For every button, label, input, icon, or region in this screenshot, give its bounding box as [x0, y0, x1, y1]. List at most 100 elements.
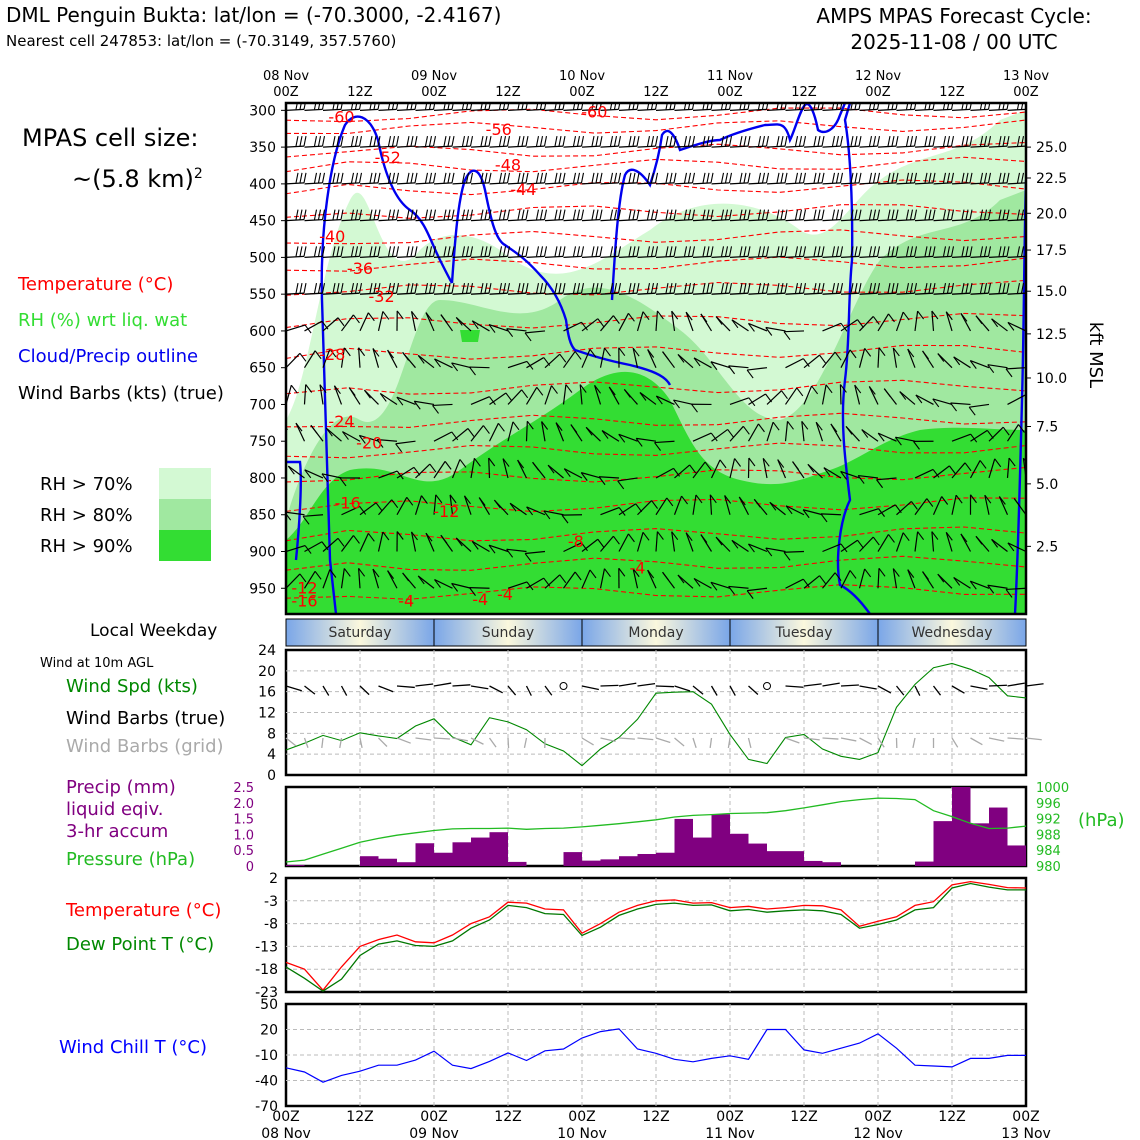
wind-barb-feather — [428, 209, 433, 220]
wind-barb-shaft — [785, 182, 804, 185]
wind-barb-shaft — [647, 349, 657, 368]
wind-barb-shaft — [951, 433, 971, 442]
wind-barb-feather — [895, 136, 899, 147]
wind10-barbs-true-label: Wind Barbs (true) — [66, 708, 226, 729]
wind-barb-shaft — [286, 292, 305, 295]
wind-barb-shaft — [914, 468, 934, 479]
isotherm-line — [286, 204, 1026, 219]
windchill-series-label: Wind Chill T (°C) — [59, 1037, 207, 1058]
wind-barb-feather — [599, 283, 603, 294]
temperature-line — [285, 880, 1027, 992]
wind-barb-feather — [591, 283, 595, 294]
wind-barb-feather — [689, 464, 697, 474]
wind-barb-feather — [543, 103, 547, 110]
weekday-name: Tuesday — [775, 625, 833, 641]
wind-barb-feather — [802, 209, 807, 220]
wind-barb-shaft — [931, 310, 935, 331]
wind-barb-shaft — [693, 577, 712, 589]
isotherm-label: -12 — [433, 502, 459, 521]
wind-barb-feather — [521, 172, 525, 183]
wind-barb-feather — [597, 318, 605, 327]
wind-barb-feather — [946, 283, 951, 294]
wind-barb-feather — [604, 568, 611, 577]
wind-barb-shaft — [711, 145, 730, 148]
wind-barb-feather — [488, 103, 491, 110]
wind-barb-feather — [747, 323, 755, 332]
precip-bar — [600, 859, 619, 866]
wind-barb-feather — [420, 495, 428, 504]
wind-barb-feather — [467, 428, 475, 437]
wind-barb-shaft — [914, 292, 934, 295]
wind-barb-feather — [543, 209, 548, 220]
wind-barb-feather — [432, 246, 437, 257]
wind-barb-feather — [576, 283, 581, 294]
wind-barb-feather — [332, 136, 336, 147]
wind-barb-shaft — [507, 255, 527, 259]
wind-barb-feather — [535, 172, 540, 183]
wind-barb-feather — [761, 246, 766, 257]
wind-barb-shaft — [304, 108, 323, 112]
wind-barb-feather — [839, 384, 847, 393]
top-tick-hour: 00Z — [1013, 85, 1039, 100]
wind-barb-feather — [536, 386, 544, 396]
wind-barb-feather — [543, 172, 548, 183]
rh-shading — [286, 103, 1026, 614]
wind-barb-feather — [410, 136, 414, 147]
wind-barb-feather — [406, 103, 409, 110]
wind-barb-feather — [801, 421, 809, 430]
wind-barb-feather — [876, 209, 881, 220]
wind-barb-feather — [535, 246, 540, 257]
wind-barb-feather — [636, 136, 640, 147]
wind-barb-feather — [815, 421, 823, 431]
wind-barb-feather — [521, 136, 525, 147]
wind-barb-feather — [861, 429, 869, 438]
wind-barb-shaft — [951, 182, 971, 185]
wind-barb-shaft — [415, 108, 434, 112]
profile-ytick-label: 350 — [249, 140, 276, 156]
wind-barb-feather — [382, 311, 390, 320]
wind-barb-shaft — [1025, 403, 1026, 405]
wind-barb-feather — [747, 246, 751, 257]
wind-barb-shaft — [895, 532, 904, 552]
wind-barb-feather — [942, 103, 946, 110]
wind-barb-shaft — [359, 502, 377, 516]
wind10-barb-true — [637, 683, 656, 687]
wind-barb-feather — [687, 172, 692, 183]
wind-barb-shaft — [600, 535, 614, 552]
wind-barb-feather — [541, 421, 549, 430]
wind-barb-feather — [685, 532, 693, 542]
wind-barb-shaft — [951, 108, 971, 112]
wind-barb-shaft — [896, 182, 915, 185]
wind-barb-feather — [702, 209, 706, 220]
wind-barb-feather — [924, 209, 928, 220]
isotherm-line — [286, 526, 1026, 542]
cloud-outline — [320, 115, 454, 614]
wind-barb-feather — [554, 172, 558, 183]
wind-barb-feather — [665, 283, 669, 294]
wind-barb-feather — [748, 457, 756, 467]
wind-barb-shaft — [945, 532, 953, 552]
wind-barb-feather — [303, 172, 307, 183]
wind10-barb-true — [859, 685, 877, 690]
wind-barb-shaft — [636, 311, 644, 332]
wind-barb-shaft — [951, 218, 971, 222]
wind-barb-shaft — [896, 108, 915, 112]
wind-barb-feather — [687, 209, 692, 220]
wind-barb-shaft — [525, 550, 546, 555]
windchill-ytick-label: 20 — [260, 1023, 278, 1039]
wind-barb-feather — [425, 532, 433, 542]
pressure-ytick-label: 988 — [1036, 828, 1061, 843]
wind-barb-feather — [484, 103, 487, 110]
wind-barb-feather — [506, 209, 511, 220]
wind-barb-feather — [979, 246, 984, 257]
wind-barb-feather — [343, 347, 351, 357]
wind-barb-shaft — [507, 360, 528, 369]
wind-barb-shaft — [970, 360, 990, 369]
wind-barb-feather — [942, 209, 947, 220]
wind-barb-feather — [932, 398, 940, 408]
wind-barb-shaft — [933, 292, 952, 295]
wind-barb-shaft — [489, 218, 508, 222]
wind-barb-feather — [342, 431, 349, 440]
wind-barb-shaft — [563, 145, 582, 148]
wind-barb-feather — [373, 246, 377, 257]
